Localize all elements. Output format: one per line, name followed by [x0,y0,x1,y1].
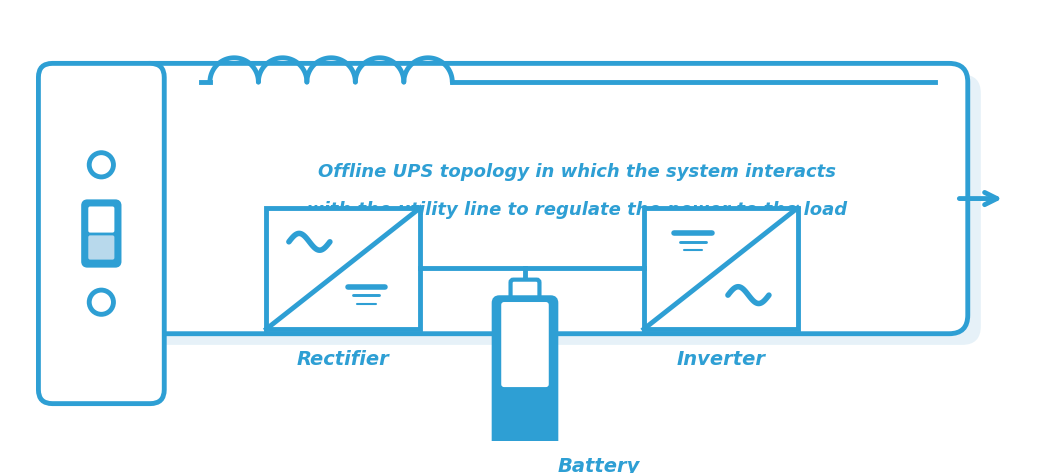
FancyBboxPatch shape [510,280,540,306]
FancyBboxPatch shape [88,207,114,233]
FancyBboxPatch shape [142,75,981,345]
FancyBboxPatch shape [39,63,164,403]
Text: Offline UPS topology in which the system interacts: Offline UPS topology in which the system… [318,164,836,182]
FancyBboxPatch shape [84,202,119,265]
Text: Inverter: Inverter [676,350,765,368]
Text: Battery: Battery [558,457,640,473]
Text: with the utility line to regulate the power to the load: with the utility line to regulate the po… [308,201,847,219]
FancyBboxPatch shape [130,63,968,334]
Circle shape [89,153,113,177]
Circle shape [89,290,113,315]
Bar [267,208,420,329]
Bar [644,208,798,329]
FancyBboxPatch shape [494,298,556,453]
Text: Rectifier: Rectifier [297,350,390,368]
FancyBboxPatch shape [501,302,549,387]
FancyBboxPatch shape [88,236,114,260]
